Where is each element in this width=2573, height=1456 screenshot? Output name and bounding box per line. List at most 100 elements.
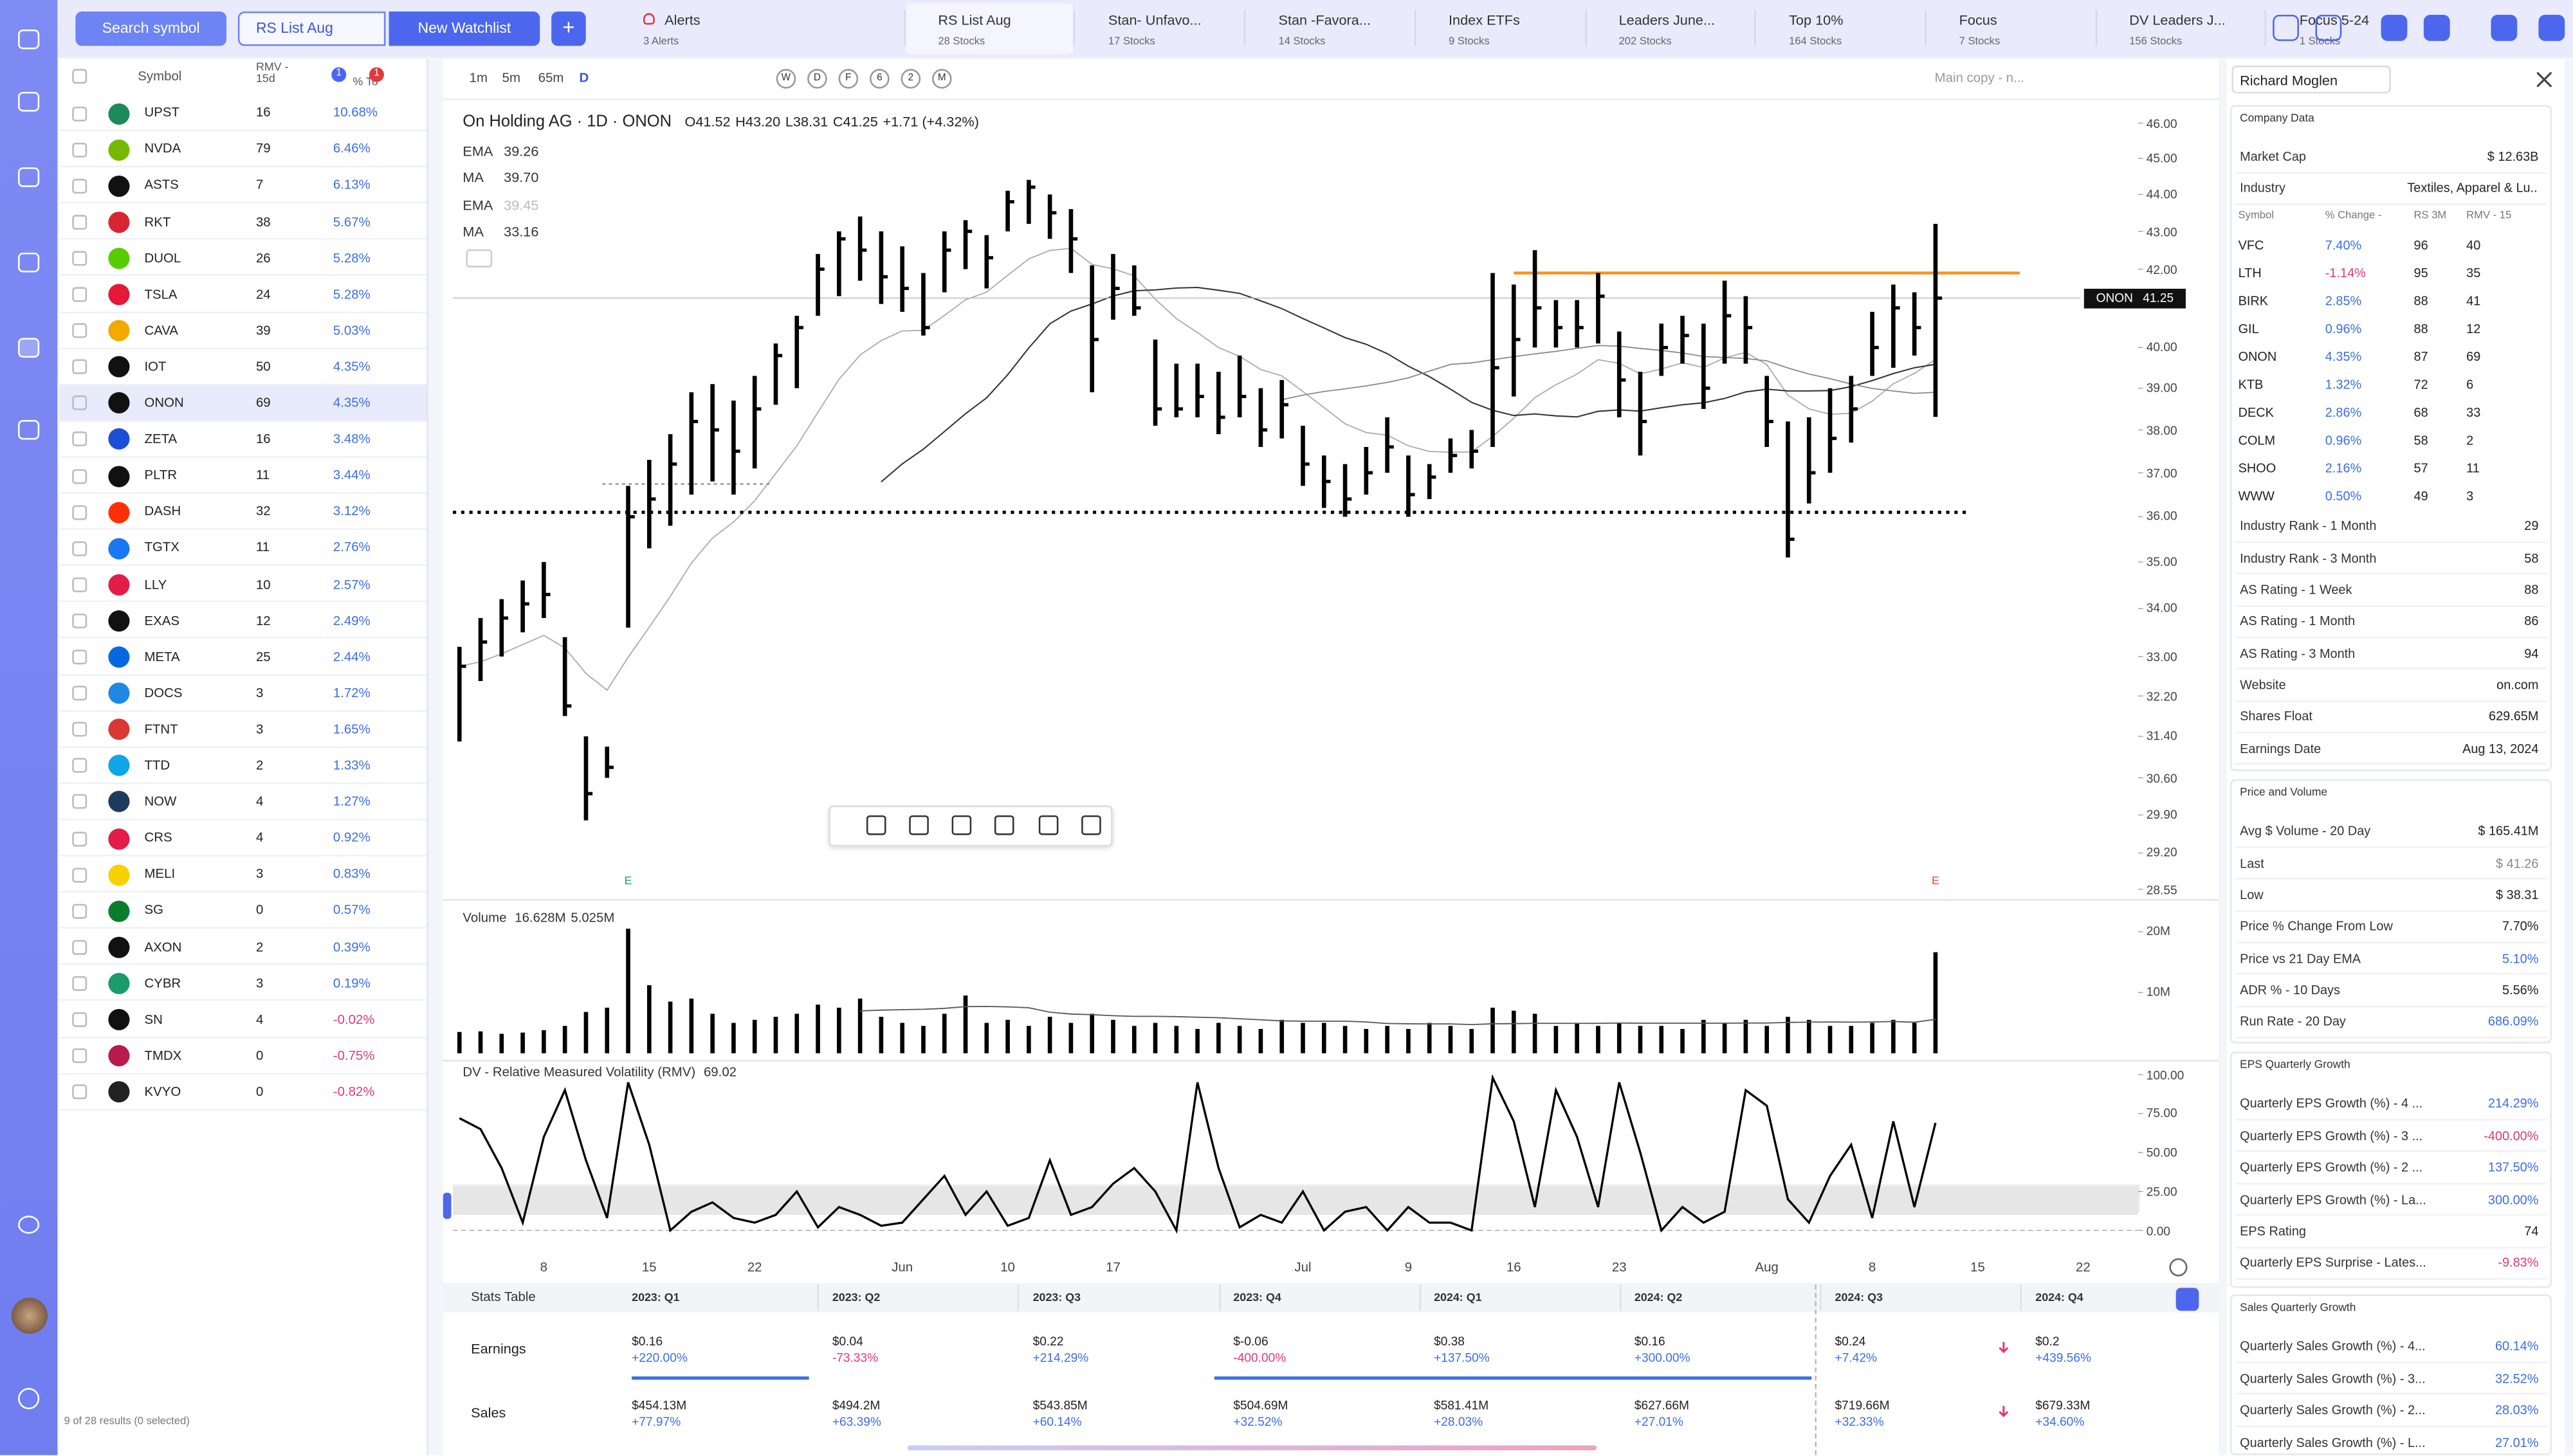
row[interactable] <box>59 421 427 458</box>
row[interactable] <box>59 240 427 277</box>
checkbox[interactable] <box>72 831 87 846</box>
row[interactable] <box>59 1001 427 1038</box>
user-select[interactable]: Richard Moglen <box>2240 71 2338 89</box>
checkbox[interactable] <box>72 432 87 447</box>
tab-title[interactable]: Top 10% <box>1789 11 1844 28</box>
tab-title[interactable]: Stan -Favora... <box>1278 11 1371 28</box>
checkbox[interactable] <box>72 396 87 411</box>
nav-icon[interactable] <box>18 420 40 440</box>
row[interactable] <box>59 530 427 567</box>
nav-icon[interactable] <box>18 252 40 273</box>
row[interactable] <box>59 385 427 422</box>
close-button[interactable] <box>2536 72 2552 87</box>
checkbox[interactable] <box>72 794 87 810</box>
drawing-tool[interactable] <box>909 815 929 835</box>
row[interactable] <box>59 821 427 857</box>
row[interactable] <box>59 95 427 132</box>
row[interactable] <box>59 893 427 929</box>
new-watchlist-button[interactable]: New Watchlist <box>389 11 540 46</box>
nav-icon[interactable] <box>18 167 40 187</box>
settings-icon[interactable] <box>2169 1258 2188 1277</box>
checkbox[interactable] <box>72 468 87 484</box>
row[interactable] <box>59 675 427 712</box>
period-button[interactable]: M <box>931 69 952 89</box>
row[interactable] <box>59 1074 427 1111</box>
header-icon[interactable] <box>2423 14 2450 41</box>
nav-icon[interactable] <box>18 29 40 50</box>
interval[interactable]: 65m <box>538 71 564 86</box>
checkbox[interactable] <box>72 577 87 592</box>
interval[interactable]: D <box>579 71 589 86</box>
row[interactable] <box>59 639 427 675</box>
row[interactable] <box>59 784 427 821</box>
checkbox[interactable] <box>72 940 87 955</box>
checkbox[interactable] <box>72 214 87 230</box>
checkbox[interactable] <box>72 178 87 194</box>
checkbox[interactable] <box>72 1048 87 1064</box>
tab-title[interactable]: Index ETFs <box>1449 11 1520 28</box>
checkbox[interactable] <box>72 613 87 628</box>
checkbox[interactable] <box>72 1084 87 1100</box>
pane-handle[interactable] <box>443 1192 452 1219</box>
checkbox[interactable] <box>72 287 87 302</box>
checkbox[interactable] <box>72 722 87 737</box>
row[interactable] <box>59 857 427 893</box>
checkbox[interactable] <box>72 650 87 665</box>
row[interactable] <box>59 277 427 313</box>
drawing-tool[interactable] <box>1081 815 1101 835</box>
user-select-box[interactable] <box>2231 66 2391 94</box>
nav-icon[interactable] <box>18 1215 40 1234</box>
row[interactable] <box>59 748 427 784</box>
drawing-tool[interactable] <box>994 815 1014 835</box>
checkbox[interactable] <box>72 758 87 774</box>
header-icon[interactable] <box>2491 14 2518 41</box>
tab-title[interactable]: DV Leaders J... <box>2129 11 2226 28</box>
checkbox[interactable] <box>72 105 87 121</box>
drawing-tool[interactable] <box>1038 815 1059 835</box>
list-select[interactable]: RS List Aug <box>237 11 386 46</box>
tab-title[interactable]: Leaders June... <box>1618 11 1716 28</box>
checkbox[interactable] <box>72 1012 87 1027</box>
row[interactable] <box>59 711 427 748</box>
row[interactable] <box>59 603 427 639</box>
search-button[interactable]: Search symbol <box>75 11 227 46</box>
header-icon[interactable] <box>2273 14 2299 41</box>
header-icon[interactable] <box>2538 14 2565 41</box>
add-button[interactable]: + <box>551 11 586 46</box>
row[interactable] <box>59 168 427 204</box>
help-icon[interactable] <box>18 1388 40 1410</box>
header-icon[interactable] <box>2381 14 2408 41</box>
drawing-tool[interactable] <box>866 815 886 835</box>
period-button[interactable]: D <box>807 69 827 89</box>
row[interactable] <box>59 567 427 603</box>
checkbox[interactable] <box>72 251 87 266</box>
checkbox[interactable] <box>72 903 87 918</box>
row[interactable] <box>59 458 427 494</box>
checkbox[interactable] <box>72 504 87 520</box>
checkbox[interactable] <box>72 323 87 338</box>
checkbox[interactable] <box>72 686 87 701</box>
row[interactable] <box>59 494 427 531</box>
collapse-button[interactable] <box>466 249 493 268</box>
interval[interactable]: 1m <box>469 71 488 86</box>
period-button[interactable]: W <box>776 69 796 89</box>
nav-icon[interactable] <box>18 338 40 358</box>
checkbox[interactable] <box>72 359 87 375</box>
row[interactable] <box>59 131 427 168</box>
checkbox[interactable] <box>72 867 87 882</box>
checkbox[interactable] <box>72 976 87 991</box>
tab-title[interactable]: Focus 5-24 <box>2299 11 2370 28</box>
checkbox[interactable] <box>72 541 87 556</box>
period-button[interactable]: 6 <box>870 69 890 89</box>
checkbox[interactable] <box>72 141 87 157</box>
row[interactable] <box>59 349 427 385</box>
row[interactable] <box>59 313 427 349</box>
checkbox[interactable] <box>72 69 87 84</box>
avatar[interactable] <box>11 1297 48 1334</box>
layout-select[interactable]: Main copy - n... <box>1934 71 2025 86</box>
row[interactable] <box>59 965 427 1002</box>
tab-title[interactable]: Focus <box>1959 11 1997 28</box>
tab-title[interactable]: Alerts <box>664 11 700 28</box>
interval[interactable]: 5m <box>502 71 520 86</box>
row[interactable] <box>59 929 427 965</box>
